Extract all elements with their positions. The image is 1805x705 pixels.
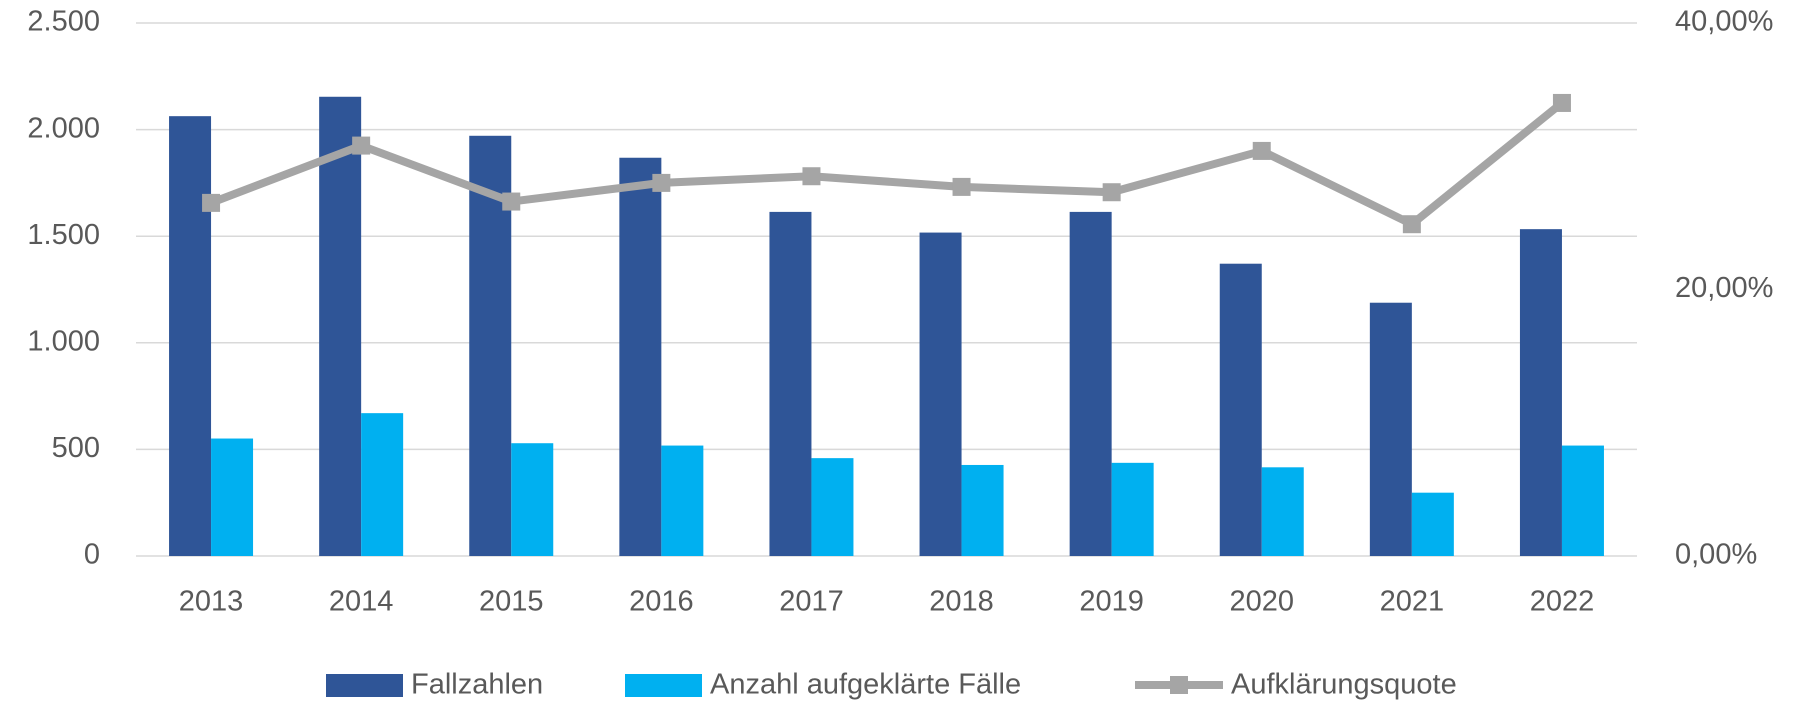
line — [209, 99, 1565, 229]
bar — [169, 116, 212, 557]
bar — [211, 438, 254, 556]
x-tick-label: 2021 — [1380, 586, 1445, 618]
x-tick-label: 2013 — [179, 586, 244, 618]
bar — [919, 232, 962, 556]
line-marker — [1552, 93, 1571, 112]
y-tick-label: 0 — [84, 539, 100, 571]
bar — [1261, 467, 1304, 556]
bar — [511, 443, 554, 556]
line-marker — [1252, 141, 1271, 160]
bar — [1411, 492, 1454, 556]
bar — [619, 157, 662, 556]
legend-swatch — [326, 674, 403, 697]
bar — [319, 96, 362, 556]
line-marker — [802, 167, 821, 186]
line-marker — [202, 193, 221, 212]
line-marker — [952, 177, 971, 196]
y-tick-label: 500 — [52, 432, 100, 464]
line-marker — [1102, 183, 1121, 202]
line-marker — [1402, 215, 1421, 234]
bar — [1069, 211, 1112, 556]
y-tick-label: 1.500 — [27, 219, 100, 251]
y-tick-label: 2.500 — [27, 6, 100, 38]
y-tick-label: 1.000 — [27, 325, 100, 357]
y2-tick-label: 40,00% — [1675, 6, 1773, 38]
bar — [811, 458, 854, 556]
x-tick-label: 2019 — [1079, 586, 1144, 618]
legend-label: Fallzahlen — [411, 669, 543, 701]
line-marker — [352, 136, 371, 155]
bar — [1369, 302, 1412, 556]
bar — [961, 464, 1004, 556]
x-tick-label: 2017 — [779, 586, 844, 618]
y-tick-label: 2.000 — [27, 112, 100, 144]
line-marker — [652, 173, 671, 192]
legend-swatch — [1170, 676, 1188, 694]
y2-tick-label: 20,00% — [1675, 272, 1773, 304]
bar — [661, 445, 704, 556]
legend-label: Anzahl aufgeklärte Fälle — [710, 669, 1021, 701]
bar — [1519, 229, 1562, 556]
x-tick-label: 2022 — [1530, 586, 1595, 618]
legend-swatch — [625, 674, 702, 697]
bar — [1219, 263, 1262, 556]
y2-tick-label: 0,00% — [1675, 539, 1757, 571]
bar — [769, 211, 812, 556]
bar — [1561, 445, 1604, 556]
x-tick-label: 2018 — [929, 586, 994, 618]
legend-label: Aufklärungsquote — [1231, 669, 1457, 701]
bar — [1111, 462, 1154, 556]
x-tick-label: 2016 — [629, 586, 694, 618]
x-tick-label: 2014 — [329, 586, 394, 618]
x-tick-label: 2020 — [1229, 586, 1294, 618]
bar — [361, 413, 404, 556]
x-tick-label: 2015 — [479, 586, 544, 618]
line-marker — [502, 192, 521, 211]
